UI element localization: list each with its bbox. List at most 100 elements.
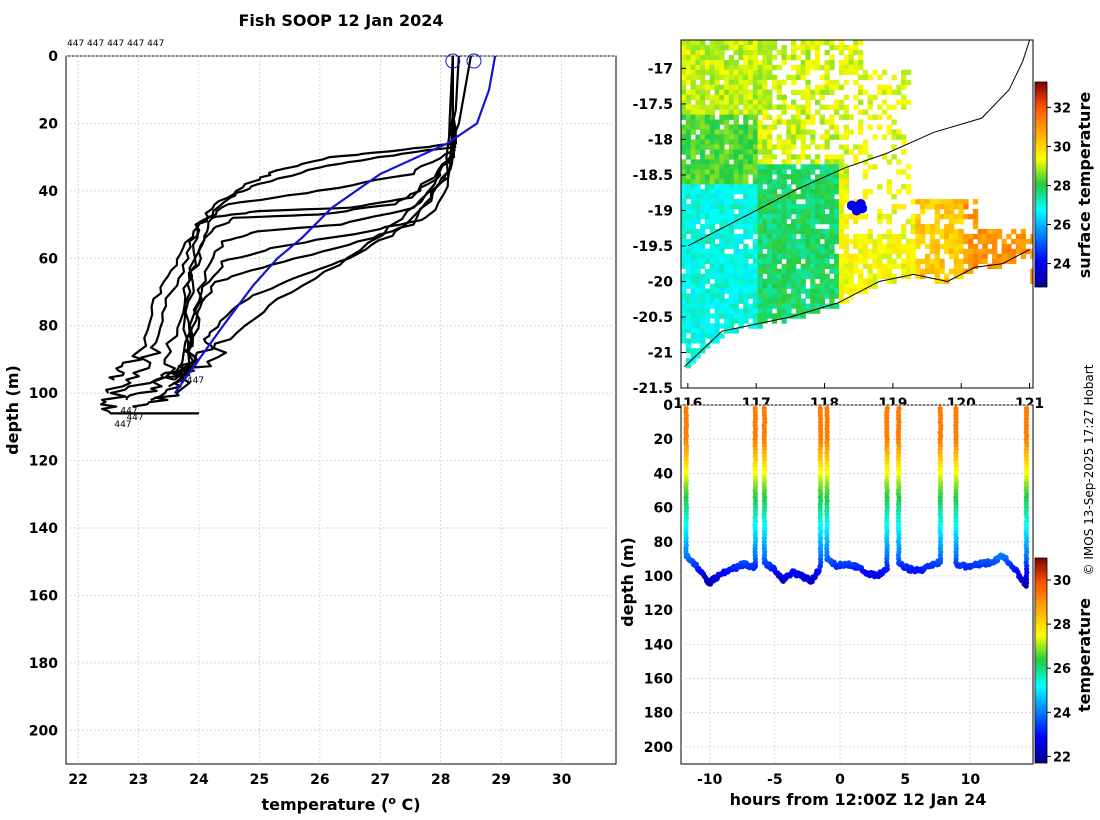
sst-cell [752, 288, 759, 294]
sst-cell [968, 253, 974, 260]
sst-cell [987, 248, 993, 255]
sst-cell [738, 273, 744, 279]
sst-cell [944, 243, 950, 250]
sst-cell [795, 313, 802, 319]
sst-cell [685, 40, 692, 46]
profiles-panel: 22 23 24 25 26 27 28 29 300204060801001201401601… [3, 11, 617, 814]
sst-cell [776, 209, 782, 215]
sst-cell [819, 74, 825, 81]
sst-cell [690, 64, 696, 71]
sst-cell [695, 45, 701, 51]
sst-cell [695, 54, 701, 61]
sst-cell [681, 313, 687, 319]
sst-cell [681, 288, 687, 294]
sst-cell [762, 209, 768, 215]
sst-cell [829, 228, 835, 235]
sst-cell [700, 64, 706, 71]
sst-cell [853, 199, 859, 205]
sst-cell [690, 89, 696, 95]
sst-cell [829, 114, 835, 120]
sst-cell [762, 159, 768, 165]
sst-cell [910, 238, 916, 245]
sst-cell [752, 303, 759, 309]
sst-cell [776, 283, 782, 289]
sst-cell [819, 184, 825, 190]
sst-cell [700, 84, 706, 90]
sst-cell [743, 139, 749, 145]
sst-cell [685, 238, 692, 245]
sst-cell [886, 243, 892, 250]
sst-cell [848, 214, 854, 220]
sst-cell [681, 109, 687, 115]
sst-cell [733, 184, 739, 190]
sst-cell [867, 94, 873, 100]
sst-cell [872, 114, 878, 120]
sst-cell [685, 278, 692, 284]
sst-cell [752, 238, 759, 245]
sst-cell [767, 199, 773, 205]
sst-cell [853, 154, 859, 160]
sst-cell [757, 109, 763, 115]
sst-cell [853, 104, 859, 110]
sst-cell [829, 204, 835, 210]
sst-cell [743, 54, 749, 61]
sst-cell [714, 89, 720, 95]
sst-cell [767, 139, 773, 145]
sst-cell [819, 219, 825, 225]
sst-cell [862, 214, 869, 220]
sst-cell [733, 303, 739, 309]
sst-cell [752, 189, 759, 195]
sst-cell [996, 253, 1003, 260]
sst-cell [848, 45, 854, 51]
sst-cell [743, 233, 749, 240]
sst-cell [929, 233, 936, 240]
sst-cell [748, 268, 754, 274]
sst-cell [762, 109, 768, 115]
sst-cell [795, 179, 802, 185]
sst-cell [704, 89, 711, 95]
sst-cell [709, 328, 715, 334]
sst-cell [704, 169, 711, 175]
sst-cell [690, 114, 696, 120]
sst-cell [681, 333, 687, 339]
sst-cell [719, 109, 725, 115]
sst-cell [752, 268, 759, 274]
sst-cell [685, 343, 692, 349]
sst-cell [752, 69, 759, 76]
depth-tick-label: 0 [663, 398, 673, 414]
sst-cell [719, 89, 725, 95]
sst-cell [843, 238, 849, 245]
sst-cell [685, 134, 692, 140]
sst-cell [819, 189, 825, 195]
sst-cell [709, 273, 715, 279]
sst-cell [824, 79, 830, 86]
sst-cell [695, 238, 701, 245]
temperature-profile-line [125, 56, 456, 401]
sst-cell [939, 263, 945, 269]
sst-cell [752, 144, 759, 150]
sst-cell [781, 214, 787, 220]
sst-cell [681, 238, 687, 245]
sst-cell [829, 45, 835, 51]
sst-cell [767, 308, 773, 314]
sst-cell [934, 268, 940, 274]
sst-cell [771, 84, 778, 90]
sst-cell [929, 238, 936, 245]
sst-cell [819, 263, 825, 269]
map-colorbar-label: surface temperature [1075, 92, 1094, 279]
sst-cell [748, 149, 754, 155]
sst-cell [685, 248, 692, 255]
sst-cell [781, 139, 787, 145]
sst-cell [853, 49, 859, 56]
sst-cell [690, 248, 696, 255]
sst-cell [709, 45, 715, 51]
sst-cell [834, 303, 840, 309]
sst-cell [771, 74, 778, 81]
sst-cell [853, 238, 859, 245]
sst-cell [786, 263, 792, 269]
sst-cell [896, 169, 902, 175]
sst-cell [748, 109, 754, 115]
sst-cell [872, 164, 878, 170]
sst-cell [1030, 233, 1033, 240]
